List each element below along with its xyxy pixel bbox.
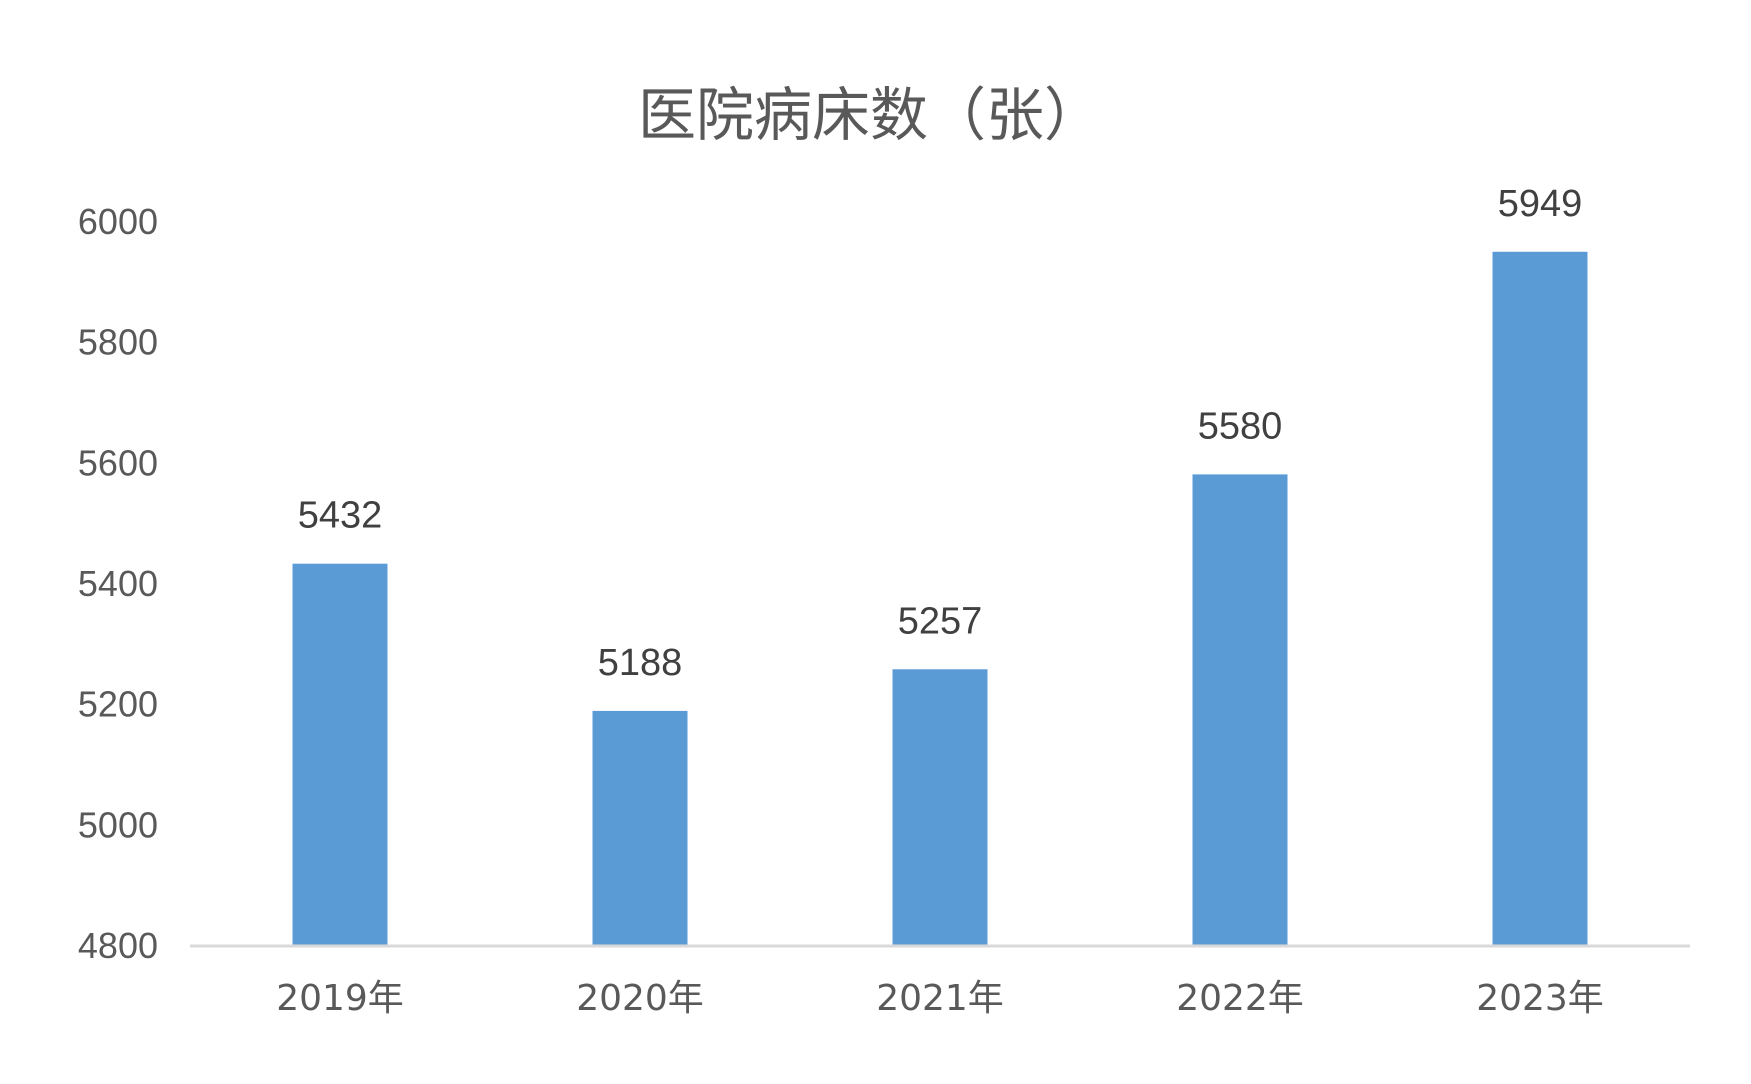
y-tick-label: 5000 [78, 804, 158, 845]
data-label: 5188 [598, 642, 683, 684]
bar [1192, 474, 1288, 945]
bar [1492, 251, 1588, 945]
bar [892, 669, 988, 945]
y-tick-label: 5800 [78, 322, 158, 363]
bar [292, 563, 388, 945]
y-axis-ticks: 4800 5000 5200 5400 5600 5800 6000 [78, 201, 158, 966]
x-category-label: 2021年 [876, 978, 1004, 1019]
data-label: 5257 [898, 600, 983, 642]
data-label: 5580 [1198, 405, 1283, 447]
x-category-label: 2020年 [576, 978, 704, 1019]
x-category-label: 2023年 [1476, 978, 1604, 1019]
y-tick-label: 4800 [78, 925, 158, 966]
data-label: 5432 [298, 495, 383, 537]
y-tick-label: 6000 [78, 201, 158, 242]
chart-title: 医院病床数（张） [638, 81, 1102, 149]
x-category-label: 2022年 [1176, 978, 1304, 1019]
x-axis-categories: 2019年 2020年 2021年 2022年 2023年 [276, 978, 1604, 1019]
data-label: 5949 [1498, 183, 1583, 225]
x-category-label: 2019年 [276, 978, 404, 1019]
y-tick-label: 5400 [78, 563, 158, 604]
bars [292, 251, 1588, 945]
bar [592, 710, 688, 945]
y-tick-label: 5600 [78, 442, 158, 483]
y-tick-label: 5200 [78, 684, 158, 725]
data-labels: 5432 5188 5257 5580 5949 [298, 183, 1583, 684]
